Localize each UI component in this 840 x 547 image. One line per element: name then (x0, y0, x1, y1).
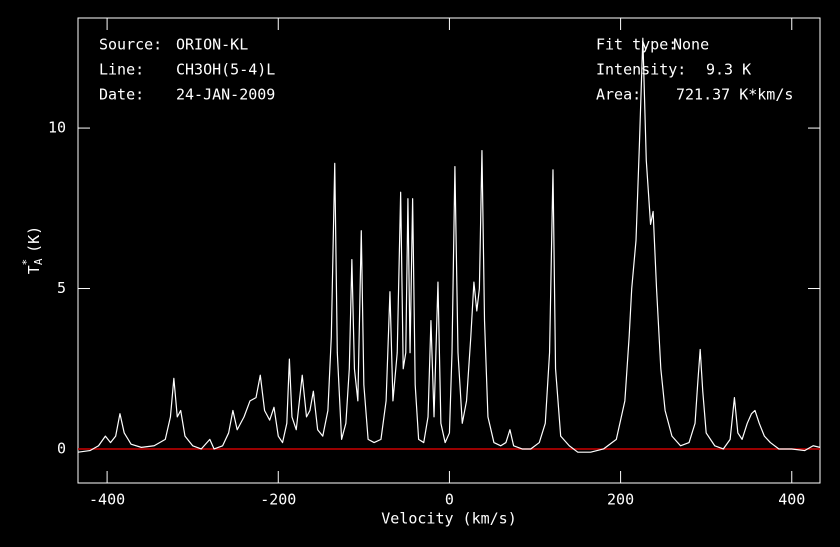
annotation-value: ORION-KL (176, 36, 248, 54)
spectrum-line (78, 37, 820, 453)
annotation-value: None (673, 36, 709, 54)
x-tick-label: -400 (89, 491, 125, 509)
x-axis-label: Velocity (km/s) (381, 510, 516, 528)
annotation-label: Line: (99, 61, 144, 79)
y-label-sub: A (32, 258, 45, 265)
y-label-main: T (25, 265, 43, 274)
plot-area (78, 37, 820, 453)
y-tick-label: 0 (57, 439, 66, 457)
annotation-label: Fit type: (596, 36, 677, 54)
annotation-value: 24-JAN-2009 (176, 86, 275, 104)
y-axis-label: TA* (K) (20, 226, 45, 274)
y-tick-label: 5 (57, 279, 66, 297)
annotation-value: 721.37 K*km/s (676, 86, 793, 104)
annotation-value: CH3OH(5-4)L (176, 61, 275, 79)
y-label-sup: * (20, 259, 33, 266)
annotation-label: Date: (99, 86, 144, 104)
annotation-label: Intensity: (596, 61, 686, 79)
x-tick-label: 400 (778, 491, 805, 509)
y-tick-label: 10 (48, 119, 66, 137)
x-tick-label: 200 (607, 491, 634, 509)
y-label-unit: (K) (25, 226, 43, 253)
annotation-label: Area: (596, 86, 641, 104)
x-tick-label: -200 (260, 491, 296, 509)
x-tick-label: 0 (445, 491, 454, 509)
annotation-label: Source: (99, 36, 162, 54)
annotation-value: 9.3 K (706, 61, 751, 79)
